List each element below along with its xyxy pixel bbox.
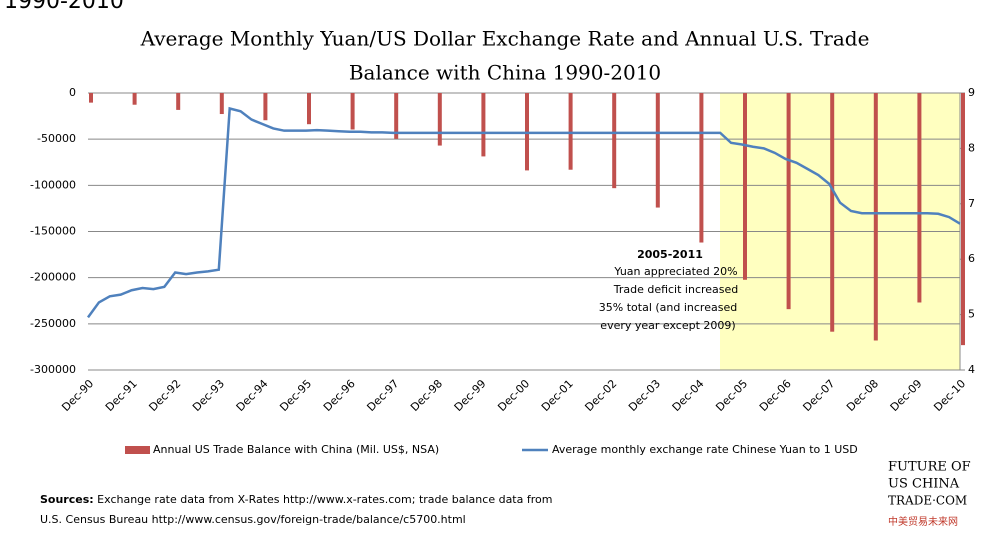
annotation-line: 35% total (and increased	[599, 301, 737, 314]
annotation-line: Yuan appreciated 20%	[613, 265, 737, 278]
y-tick-label: -150000	[30, 225, 76, 238]
bar	[307, 93, 311, 125]
bar	[176, 93, 181, 110]
sources-label: Sources:	[40, 493, 94, 506]
bar	[481, 93, 486, 157]
y-tick-label: -250000	[30, 317, 76, 330]
bar	[219, 93, 224, 115]
bar	[89, 93, 93, 103]
line	[86, 106, 961, 319]
logo: 中美贸易未来网	[888, 515, 958, 528]
y2-tick-label: 6	[968, 252, 975, 265]
bar	[961, 93, 965, 346]
bar	[437, 93, 442, 146]
bar	[830, 93, 835, 332]
annotation-line: Trade deficit increased	[613, 283, 739, 296]
legend-label: Annual US Trade Balance with China (Mil.…	[153, 443, 439, 456]
y2-tick-label: 7	[968, 197, 975, 210]
bar	[917, 93, 922, 303]
annotation-line: every year except 2009)	[600, 319, 735, 332]
bar	[655, 93, 660, 208]
y2-tick-label: 8	[968, 141, 975, 154]
y-tick-label: 0	[69, 86, 76, 99]
sources: Sources: Exchange rate data from X-Rates…	[40, 493, 552, 506]
sources-text: U.S. Census Bureau http://www.census.gov…	[40, 513, 466, 526]
bar	[568, 93, 573, 170]
bar	[132, 93, 137, 105]
y-tick-label: -100000	[30, 178, 76, 191]
legend-swatch	[125, 446, 150, 454]
y-tick-label: -300000	[30, 363, 76, 376]
bar	[873, 93, 878, 341]
bar	[743, 93, 747, 280]
sources-text: Exchange rate data from X-Rates http://w…	[97, 493, 552, 506]
bar	[350, 93, 355, 130]
bar	[699, 93, 704, 243]
y-tick-label: -50000	[37, 132, 76, 145]
logo: TRADE·COM	[888, 494, 967, 508]
logo: US CHINA	[888, 477, 960, 492]
cropped-heading: 1990-2010	[4, 0, 124, 14]
y2-tick-label: 9	[968, 86, 975, 99]
y2-tick-label: 4	[968, 363, 975, 376]
bar	[786, 93, 791, 310]
annotation-heading: 2005-2011	[637, 248, 703, 261]
legend-label: Average monthly exchange rate Chinese Yu…	[552, 443, 858, 456]
chart-title: Balance with China 1990-2010	[349, 61, 661, 85]
bar	[612, 93, 617, 189]
y2-tick-label: 5	[968, 308, 975, 321]
y-tick-label: -200000	[30, 271, 76, 284]
logo: FUTURE OF	[888, 460, 971, 475]
bar	[263, 93, 268, 121]
bar	[394, 93, 399, 139]
chart-title: Average Monthly Yuan/US Dollar Exchange …	[140, 27, 870, 51]
annotation: 2005-2011 Yuan appreciated 20% Trade def…	[599, 248, 739, 332]
